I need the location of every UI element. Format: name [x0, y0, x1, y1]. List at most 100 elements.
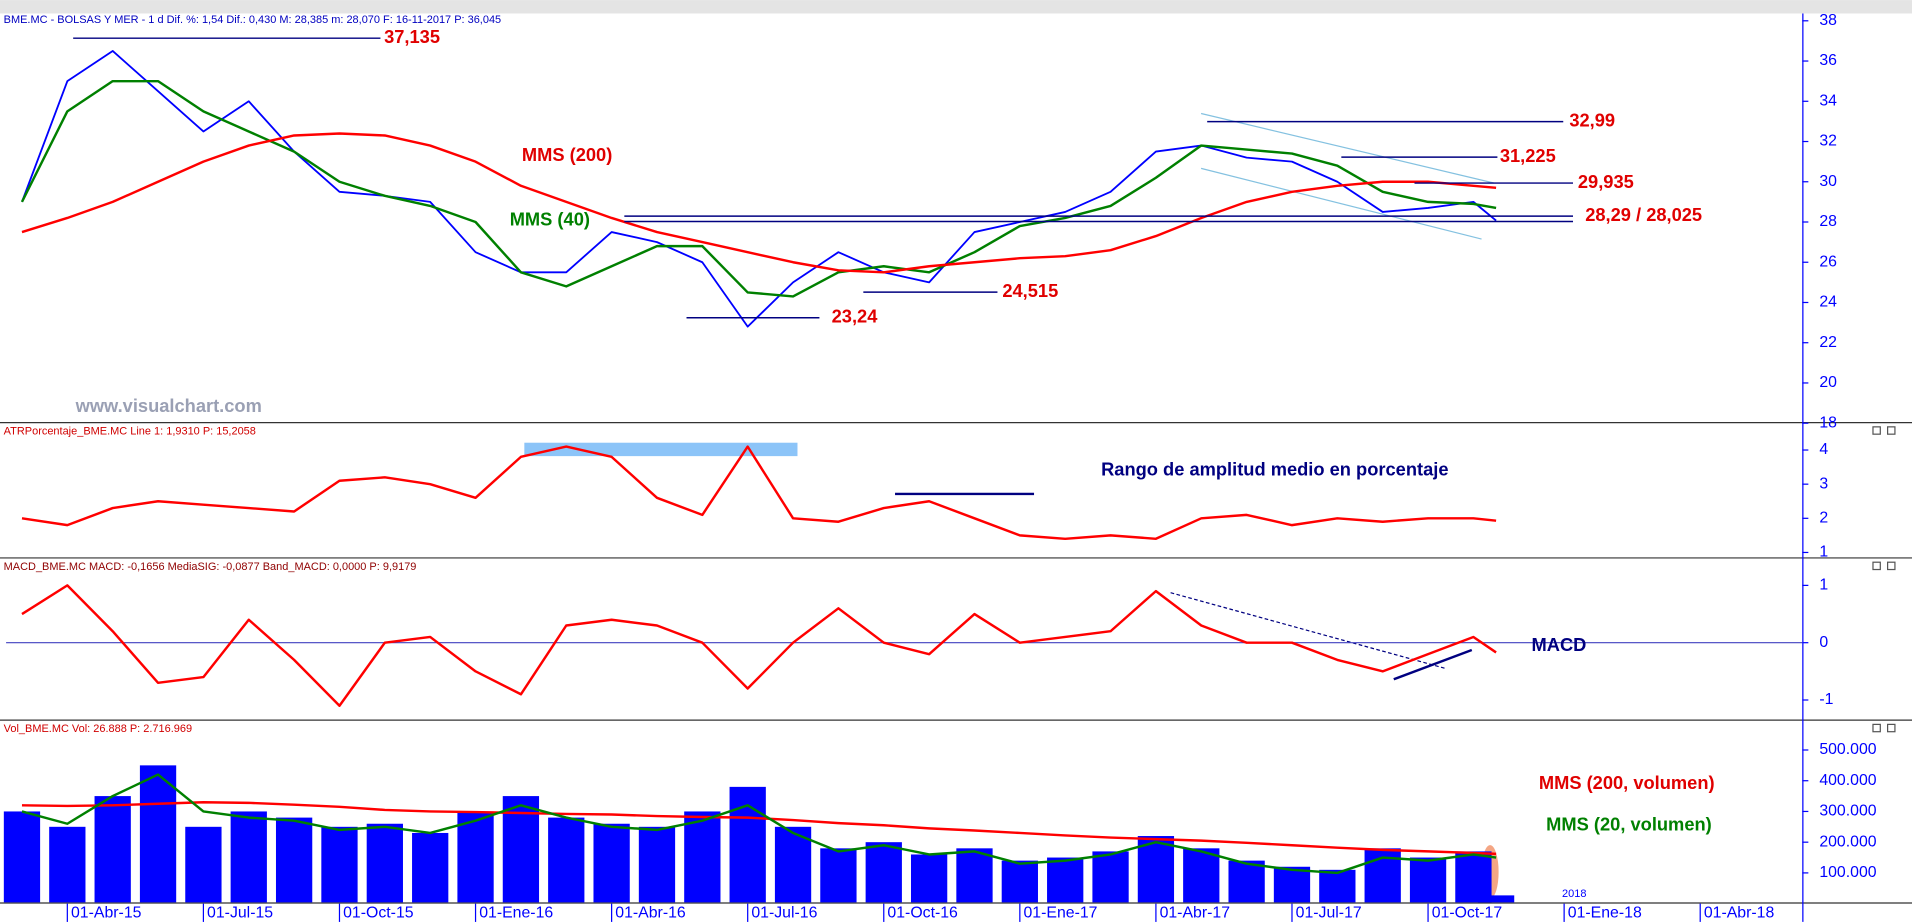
header-text: BME.MC - BOLSAS Y MER - 1 d Dif. %: 1,54…	[4, 14, 502, 26]
y-tick-label: 36	[1819, 52, 1837, 69]
annotation: MMS (40)	[510, 209, 590, 230]
volume-bar	[321, 826, 358, 903]
x-tick-label: 01-Abr-17	[1160, 905, 1231, 922]
level-label: 24,515	[1002, 280, 1058, 301]
volume-bar	[1183, 848, 1220, 903]
volume-bar	[910, 854, 948, 903]
volume-bar	[94, 796, 131, 903]
panel	[6, 584, 1803, 707]
volume-bar	[185, 826, 222, 903]
x-tick-label: 01-Ene-17	[1023, 905, 1097, 922]
level-label: 23,24	[832, 306, 879, 327]
y-tick-label: 200.000	[1819, 833, 1876, 850]
series-line	[21, 445, 1497, 541]
y-tick-label: 0	[1819, 634, 1828, 651]
panel	[21, 445, 1497, 541]
volume-bar	[1477, 895, 1515, 903]
y-tick-label: 20	[1819, 374, 1837, 391]
channel	[1200, 112, 1494, 240]
x-tick-label: 01-Abr-15	[71, 905, 142, 922]
series-line	[21, 132, 1497, 274]
volume-bar	[412, 832, 449, 903]
y-tick-label: 400.000	[1819, 772, 1876, 789]
panel-title: ATRPorcentaje_BME.MC Line 1: 1,9310 P: 1…	[4, 426, 256, 438]
volume-bar	[230, 811, 267, 903]
volume-bar	[684, 811, 721, 903]
volume-bar	[1409, 857, 1447, 903]
panel	[20, 50, 1497, 328]
x-tick-label: 01-Abr-16	[615, 905, 686, 922]
x-tick-label: 01-Ene-18	[1568, 905, 1642, 922]
x-tick-label: 01-Jul-17	[1296, 905, 1362, 922]
annotation: MMS (200)	[522, 144, 612, 165]
y-tick-label: 24	[1819, 294, 1837, 311]
y-tick-label: 1	[1819, 577, 1828, 594]
panel	[3, 765, 1515, 903]
y-tick-label: 34	[1819, 92, 1837, 109]
x-tick-label: 01-Ene-16	[479, 905, 553, 922]
y-tick-label: 30	[1819, 173, 1837, 190]
volume-bar	[865, 842, 902, 903]
x-tick-label: 01-Jul-15	[207, 905, 273, 922]
x-tick-label: 01-Oct-17	[1432, 905, 1503, 922]
annotation: 2018	[1562, 888, 1586, 900]
panel-title: MACD_BME.MC MACD: -0,1656 MediaSIG: -0,0…	[4, 561, 417, 573]
series-line	[21, 773, 1497, 875]
annotation: MACD	[1532, 634, 1587, 655]
volume-bar	[1228, 860, 1265, 903]
series-line	[21, 50, 1497, 328]
volume-bar	[1092, 851, 1129, 903]
level-label: 29,935	[1578, 171, 1634, 192]
x-tick-label: 01-Jul-16	[751, 905, 817, 922]
y-tick-label: 28	[1819, 213, 1837, 230]
level-label: 32,99	[1569, 109, 1615, 130]
highlight	[524, 442, 798, 457]
header-bar	[0, 0, 1912, 14]
volume-bar	[638, 826, 676, 903]
volume-bar	[1137, 836, 1175, 903]
level-label: 28,29 / 28,025	[1585, 204, 1702, 225]
window-buttons	[1872, 426, 1896, 733]
volume-bar	[275, 817, 313, 903]
annotation: www.visualchart.com	[75, 395, 262, 416]
y-tick-label: -1	[1819, 691, 1833, 708]
volume-bar	[956, 848, 993, 903]
volume-bar	[593, 823, 630, 903]
y-tick-label: 3	[1819, 475, 1828, 492]
level-label: 31,225	[1500, 145, 1556, 166]
volume-bar	[1001, 860, 1038, 903]
volume-bar	[49, 826, 86, 903]
volume-bar	[457, 811, 494, 903]
x-tick-label: 01-Abr-18	[1704, 905, 1775, 922]
series-line	[20, 79, 1497, 298]
annotation: MMS (200, volumen)	[1539, 772, 1715, 793]
volume-bar	[1273, 866, 1311, 903]
panel-separators	[0, 421, 1912, 904]
volume-bar	[3, 811, 41, 903]
y-tick-label: 38	[1819, 12, 1837, 29]
y-tick-label: 300.000	[1819, 803, 1876, 820]
volume-bar	[1047, 857, 1084, 903]
volume-bar	[139, 765, 177, 903]
y-tick-label: 32	[1819, 133, 1837, 150]
y-tick-label: 18	[1819, 414, 1837, 431]
volume-bar	[1455, 851, 1492, 903]
trend-line	[1393, 648, 1473, 681]
y-tick-label: 2	[1819, 509, 1828, 526]
series-line	[21, 584, 1497, 707]
x-tick-label: 01-Oct-16	[887, 905, 958, 922]
y-tick-label: 100.000	[1819, 864, 1876, 881]
x-tick-label: 01-Oct-15	[343, 905, 414, 922]
y-tick-label: 500.000	[1819, 741, 1876, 758]
volume-bar	[1319, 869, 1356, 903]
volume-bar	[548, 817, 585, 903]
volume-bar	[774, 826, 812, 903]
y-tick-label: 4	[1819, 441, 1828, 458]
annotation: Rango de amplitud medio en porcentaje	[1101, 459, 1448, 480]
level-label: 37,135	[384, 26, 440, 47]
y-tick-label: 1	[1819, 544, 1828, 561]
y-tick-label: 22	[1819, 334, 1837, 351]
volume-bar	[820, 848, 857, 903]
